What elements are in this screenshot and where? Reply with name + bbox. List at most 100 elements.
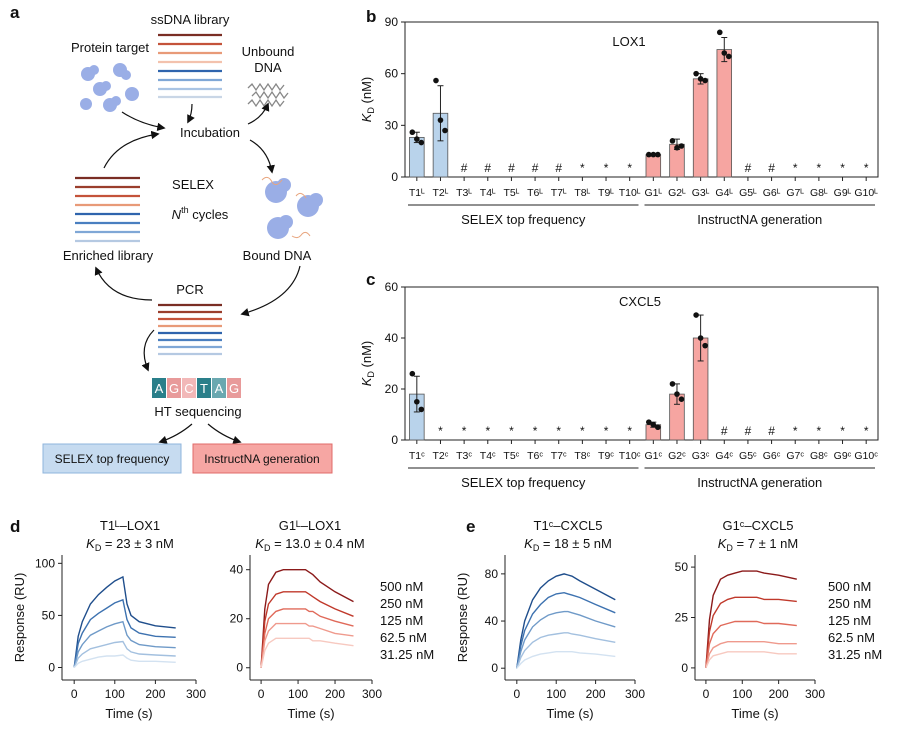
legend-label: 250 nM — [828, 596, 871, 611]
replicate-point — [678, 143, 685, 149]
series-line — [705, 641, 797, 669]
text-part: D — [366, 371, 376, 378]
replicate-point — [697, 76, 704, 82]
y-tick-label: 0 — [681, 661, 688, 675]
significance-marker: * — [485, 424, 490, 438]
x-tick-label: G7ᴸ — [786, 187, 804, 199]
chart-title: G1ᶜ–CXCL5 — [722, 518, 793, 533]
x-tick-label: G2ᴸ — [668, 187, 686, 199]
replicate-point — [702, 77, 708, 84]
text-part: N — [172, 207, 182, 222]
y-tick-label: 0 — [491, 661, 498, 675]
significance-marker: # — [768, 424, 775, 438]
y-axis-label: Response (RU) — [455, 573, 470, 663]
y-tick-label: 60 — [385, 67, 399, 81]
significance-marker: * — [817, 161, 822, 175]
unbound-dna — [247, 82, 289, 108]
replicate-point — [678, 396, 685, 403]
x-tick-label: T4ᴸ — [480, 187, 496, 199]
series-line — [260, 591, 354, 668]
x-tick-label: G9ᴸ — [834, 187, 852, 199]
replicate-point — [650, 421, 657, 428]
y-tick-label: 40 — [230, 563, 244, 577]
bar — [645, 154, 662, 178]
x-tick-label: T3ᴸ — [456, 187, 472, 199]
y-tick-label: 40 — [385, 331, 399, 345]
replicate-point — [646, 419, 652, 425]
protein — [279, 215, 293, 229]
replicate-point — [702, 342, 708, 349]
x-tick-label: G5ᶜ — [739, 450, 757, 462]
legend-label: 500 nM — [380, 579, 423, 594]
x-tick-label: G2ᶜ — [668, 450, 686, 462]
series-line — [516, 591, 616, 669]
plot-frame — [404, 21, 879, 178]
replicate-point — [418, 139, 425, 146]
chart-subtitle: KD = 7 ± 1 nM — [718, 536, 798, 553]
y-tick-label: 25 — [675, 611, 689, 625]
protein — [277, 178, 291, 192]
y-tick-label: 60 — [385, 280, 399, 294]
strand — [251, 90, 289, 100]
x-tick-label: G4ᴸ — [715, 187, 733, 199]
x-tick-label: T5ᴸ — [503, 187, 519, 199]
replicate-point — [655, 424, 661, 431]
replicate-point — [418, 406, 425, 413]
x-tick-label: G3ᴸ — [692, 187, 710, 199]
replicate-point — [409, 129, 416, 136]
text-part: K — [359, 112, 374, 122]
x-tick-label: T10ᶜ — [619, 450, 641, 462]
diagram-label: SELEX — [172, 177, 214, 192]
y-tick-label: 50 — [42, 608, 56, 622]
x-tick-label: 0 — [71, 687, 78, 701]
series-line — [260, 569, 354, 668]
text-part: K — [718, 536, 728, 551]
bar — [716, 49, 733, 178]
protein — [101, 81, 111, 91]
group-label: InstructNA generation — [697, 475, 822, 490]
output-box — [42, 443, 182, 474]
sequence-bases: A G C T A G — [152, 378, 241, 398]
chart-title: CXCL5 — [619, 294, 661, 309]
significance-marker: * — [580, 161, 585, 175]
x-tick-label: G10ᴸ — [854, 187, 878, 199]
significance-marker: * — [604, 161, 609, 175]
output-box — [192, 443, 333, 474]
replicate-point — [646, 151, 652, 158]
series-line — [705, 620, 797, 669]
x-tick-label: 0 — [258, 687, 265, 701]
series-line — [73, 575, 176, 668]
replicate-point — [725, 53, 732, 60]
diagram-label: PCR — [176, 282, 203, 297]
significance-marker: # — [484, 161, 491, 175]
arrow — [158, 423, 193, 444]
x-tick-label: T8ᴸ — [574, 187, 590, 199]
legend-label: 125 nM — [828, 613, 871, 628]
base: A — [155, 381, 164, 396]
significance-marker: # — [461, 161, 468, 175]
x-tick-label: T7ᴸ — [551, 187, 567, 199]
diagram-label: HT sequencing — [154, 404, 241, 419]
series-line — [73, 654, 176, 668]
y-tick-label: 50 — [675, 560, 689, 574]
x-tick-label: T1ᶜ — [409, 450, 425, 462]
significance-marker: * — [580, 424, 585, 438]
x-tick-label: 100 — [105, 687, 125, 701]
x-tick-label: T9ᴸ — [598, 187, 614, 199]
x-tick-label: T6ᴸ — [527, 187, 543, 199]
series-line — [73, 598, 176, 668]
chart-subtitle: KD = 23 ± 3 nM — [86, 536, 174, 553]
replicate-point — [693, 70, 699, 77]
arrow — [121, 111, 166, 132]
x-tick-label: T10ᴸ — [619, 187, 641, 199]
y-tick-label: 0 — [236, 661, 243, 675]
x-axis-label: Time (s) — [287, 706, 334, 721]
plot-frame — [404, 286, 879, 441]
base-box — [182, 378, 196, 398]
base-box — [227, 378, 241, 398]
y-tick-label: 80 — [485, 567, 499, 581]
series-line — [705, 596, 797, 668]
text-part: K — [359, 376, 374, 386]
x-tick-label: G3ᶜ — [692, 450, 710, 462]
